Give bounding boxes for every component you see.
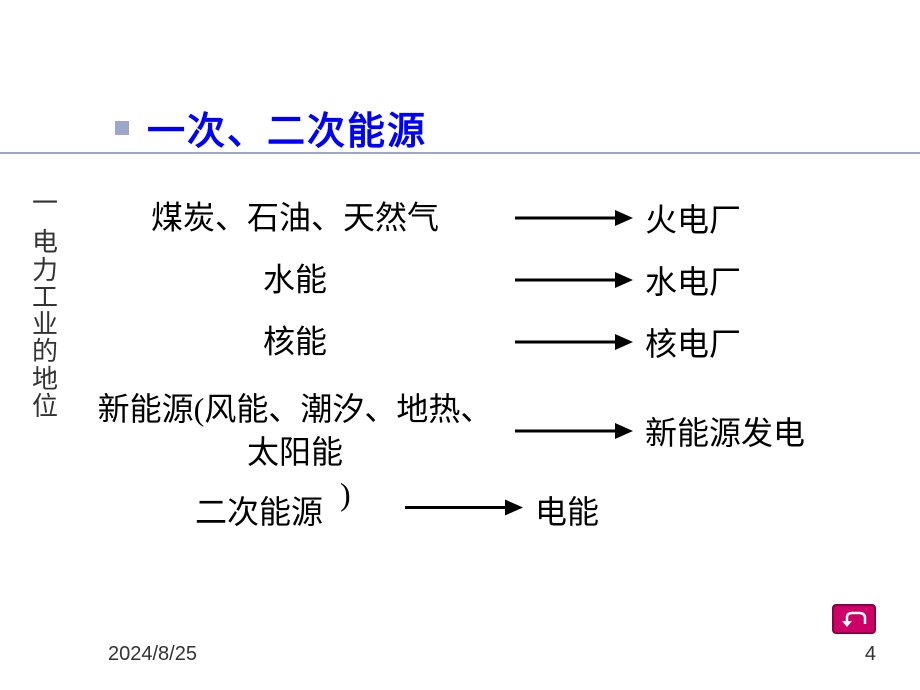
energy-source: 水能 [85, 258, 505, 301]
secondary-energy-row: 二次能源 电能 [85, 482, 895, 538]
title-underline [0, 152, 920, 154]
diagram-content: 煤炭、石油、天然气 火电厂 水能 水电厂 核能 核电厂 新能源(风能、潮汐、地热… [85, 190, 895, 538]
energy-plant: 新能源发电 [645, 408, 805, 454]
secondary-energy-output: 电能 [535, 487, 599, 533]
arrow-icon [515, 330, 635, 354]
sidebar-char: 电 [30, 229, 60, 256]
title-bullet [115, 121, 129, 135]
footer-date: 2024/8/25 [108, 643, 197, 666]
footer-page-number: 4 [865, 643, 876, 666]
sidebar-char: 一 [30, 190, 60, 217]
sidebar-char: 工 [30, 284, 60, 311]
energy-source: 新能源(风能、潮汐、地热、太阳能 [85, 388, 505, 474]
sidebar-char: 地 [30, 366, 60, 393]
energy-row: 煤炭、石油、天然气 火电厂 [85, 190, 895, 246]
energy-plant: 水电厂 [645, 257, 741, 303]
energy-source: 煤炭、石油、天然气 [85, 196, 505, 239]
slide-title-area: 一次、二次能源 [115, 100, 427, 155]
sidebar-char: 力 [30, 257, 60, 284]
arrow-icon [515, 419, 635, 443]
sidebar-char: 业 [30, 311, 60, 338]
energy-plant: 核电厂 [645, 319, 741, 365]
secondary-energy-label: 二次能源 [195, 487, 323, 533]
arrow-icon [405, 496, 525, 525]
arrow-icon [515, 206, 635, 230]
slide-title: 一次、二次能源 [147, 100, 427, 155]
arrow-icon [515, 268, 635, 292]
sidebar-char: 位 [30, 393, 60, 420]
energy-plant: 火电厂 [645, 195, 741, 241]
energy-source: 核能 [85, 320, 505, 363]
sidebar-vertical-label: 一 电 力 工 业 的 地 位 [30, 190, 60, 420]
energy-row: 新能源(风能、潮汐、地热、太阳能 新能源发电 ) [85, 376, 895, 486]
energy-row: 核能 核电厂 [85, 314, 895, 370]
back-button[interactable] [832, 604, 876, 634]
u-turn-icon [839, 610, 869, 628]
energy-row: 水能 水电厂 [85, 252, 895, 308]
sidebar-char: 的 [30, 338, 60, 365]
